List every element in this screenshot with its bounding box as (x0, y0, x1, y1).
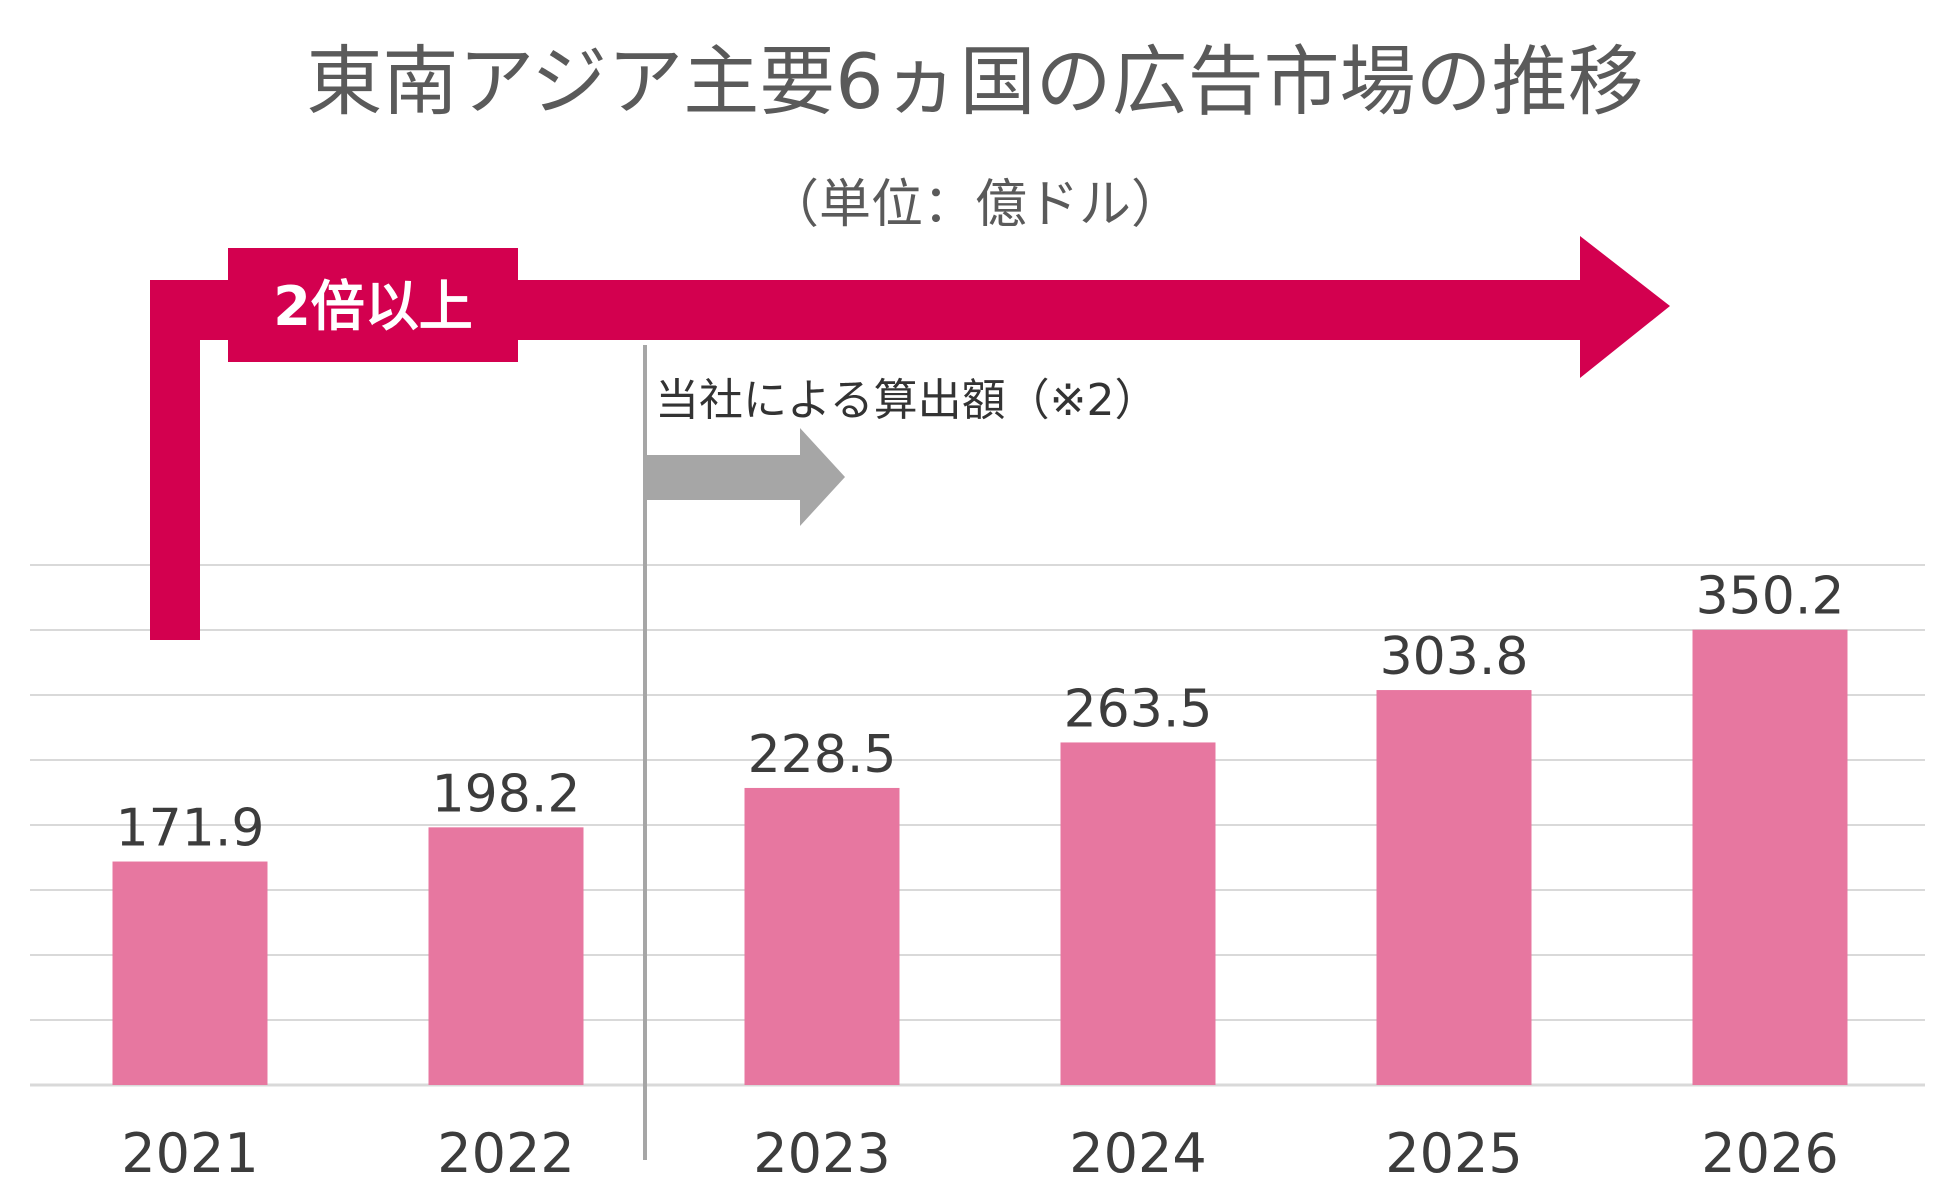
value-label-2022: 198.2 (432, 764, 581, 824)
bar-2022 (428, 827, 584, 1085)
x-tick-label-2026: 2026 (1701, 1122, 1838, 1177)
estimate-note: 当社による算出額（※2） (655, 375, 1159, 426)
x-tick-label-2022: 2022 (437, 1122, 574, 1177)
growth-badge (228, 248, 518, 362)
x-axis-labels: 2021 2022 2023 2024 2025 2026 (121, 1122, 1838, 1177)
value-label-2021: 171.9 (116, 799, 265, 859)
bar-2021 (112, 861, 268, 1085)
value-label-2023: 228.5 (748, 725, 897, 785)
value-label-2026: 350.2 (1696, 567, 1845, 627)
value-labels: 171.9 198.2 228.5 263.5 303.8 350.2 (116, 567, 1845, 859)
bar-2025 (1376, 690, 1532, 1085)
growth-badge-label: 2倍以上 (273, 275, 473, 338)
value-label-2024: 263.5 (1064, 679, 1213, 739)
bar-series (112, 629, 1848, 1085)
bar-2024 (1060, 742, 1216, 1085)
x-tick-label-2021: 2021 (121, 1122, 258, 1177)
value-label-2025: 303.8 (1380, 627, 1529, 687)
gridlines (30, 564, 1925, 1087)
chart-subtitle: （単位：億ドル） (767, 175, 1183, 235)
bar-2026 (1692, 629, 1848, 1085)
bar-2023 (744, 787, 900, 1085)
x-tick-label-2024: 2024 (1069, 1122, 1206, 1177)
chart-title: 東南アジア主要6ヵ国の広告市場の推移 (306, 37, 1643, 126)
x-tick-label-2025: 2025 (1385, 1122, 1522, 1177)
x-tick-label-2023: 2023 (753, 1122, 890, 1177)
growth-arrow (150, 236, 1670, 640)
estimate-arrow (645, 428, 845, 526)
